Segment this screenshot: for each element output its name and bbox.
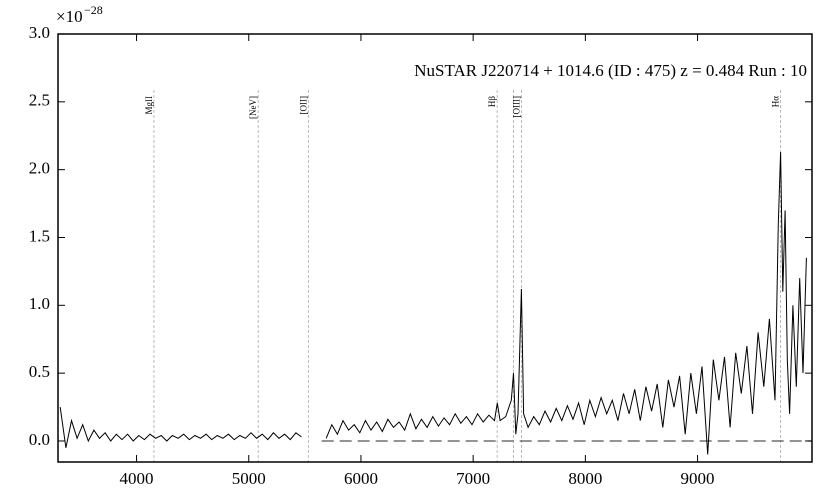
emission-label: Hβ (487, 96, 497, 107)
chart-title: NuSTAR J220714 + 1014.6 (ID : 475) z = 0… (414, 61, 807, 80)
x-tick-label: 6000 (344, 469, 378, 488)
x-tick-label: 9000 (681, 469, 715, 488)
x-tick-label: 4000 (120, 469, 154, 488)
y-tick-label: 2.0 (29, 159, 50, 178)
y-tick-label: 0.0 (29, 430, 50, 449)
emission-label: [NeV] (248, 96, 258, 119)
y-tick-label: 0.5 (29, 362, 50, 381)
y-tick-label: 1.5 (29, 226, 50, 245)
x-tick-label: 7000 (456, 469, 490, 488)
y-scale-base: ×10 (56, 7, 83, 26)
spectrum-line (59, 151, 807, 455)
emission-label: MgII (144, 96, 154, 115)
emission-label: [OIII] (511, 96, 521, 118)
x-tick-label: 8000 (568, 469, 602, 488)
x-tick-label: 5000 (232, 469, 266, 488)
y-tick-label: 2.5 (29, 91, 50, 110)
y-tick-label: 1.0 (29, 294, 50, 313)
emission-label: [OII] (298, 96, 308, 115)
plot-frame (57, 33, 813, 463)
y-scale-exp: −28 (84, 3, 103, 17)
y-tick-label: 3.0 (29, 23, 50, 42)
emission-label: Hα (771, 96, 781, 107)
